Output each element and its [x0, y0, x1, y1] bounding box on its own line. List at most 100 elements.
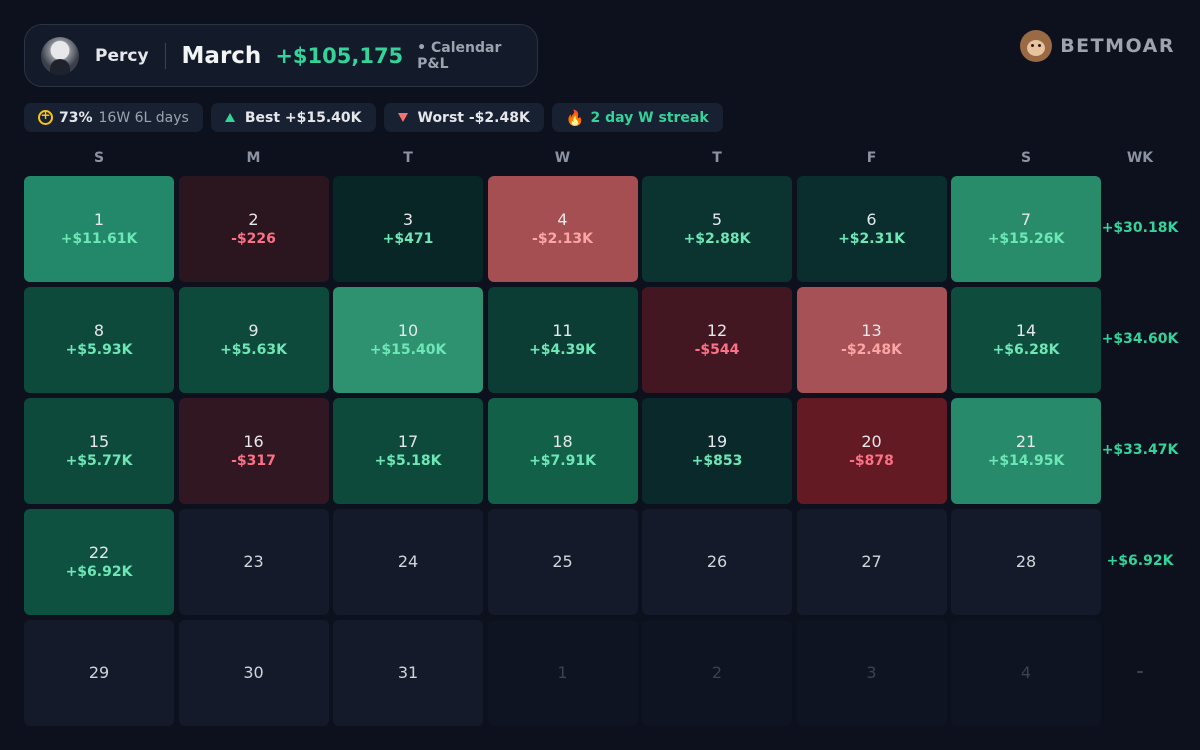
day-pnl: +$14.95K: [987, 453, 1065, 469]
calendar-day[interactable]: 5 +$2.88K: [642, 176, 792, 282]
day-pnl: +$853: [691, 453, 743, 469]
calendar-day[interactable]: 30: [178, 620, 329, 726]
calendar-day[interactable]: 25: [487, 509, 638, 615]
calendar-day[interactable]: 20 -$878: [796, 398, 947, 504]
fire-icon: 🔥: [565, 108, 585, 127]
day-pnl: +$15.40K: [369, 342, 447, 358]
day-number: 10: [397, 321, 419, 340]
day-pnl: +$2.31K: [838, 231, 905, 247]
calendar-day[interactable]: 11 +$4.39K: [487, 287, 638, 393]
calendar-day[interactable]: 8 +$5.93K: [24, 287, 174, 393]
day-number: 27: [861, 552, 882, 571]
calendar-day[interactable]: 4 -$2.13K: [487, 176, 638, 282]
streak-pill: 🔥 2 day W streak: [551, 103, 723, 132]
day-number: 15: [88, 432, 110, 451]
day-number: 1: [93, 210, 105, 229]
calendar-day[interactable]: 31: [333, 620, 483, 726]
triangle-up-icon: [224, 113, 235, 122]
calendar-day[interactable]: 3 +$471: [333, 176, 483, 282]
calendar-day[interactable]: 18 +$7.91K: [487, 398, 638, 504]
calendar-day[interactable]: 10 +$15.40K: [333, 287, 483, 393]
weekday-label: W: [554, 150, 571, 166]
coin-plus-icon: [38, 108, 53, 125]
day-number: 9: [248, 321, 259, 340]
week-total: +$30.18K: [1101, 220, 1179, 236]
day-pnl: +$471: [382, 231, 434, 247]
day-number: 28: [1015, 552, 1037, 571]
calendar-day[interactable]: 14 +$6.28K: [951, 287, 1101, 393]
weekday-label: M: [246, 150, 261, 166]
calendar-day[interactable]: 19 +$853: [642, 398, 792, 504]
day-pnl: -$2.48K: [841, 342, 902, 358]
day-pnl: -$317: [231, 453, 276, 469]
day-number: 20: [861, 432, 882, 451]
calendar-day[interactable]: 13 -$2.48K: [796, 287, 947, 393]
calendar-day[interactable]: 26: [642, 509, 792, 615]
day-pnl: +$5.18K: [374, 453, 442, 469]
day-number: 8: [93, 321, 105, 340]
triangle-down-icon: [397, 113, 408, 122]
day-number: 22: [88, 543, 110, 562]
day-number: 7: [1020, 210, 1032, 229]
day-number: 1: [557, 663, 568, 682]
calendar-day[interactable]: 9 +$5.63K: [178, 287, 329, 393]
day-number: 31: [397, 663, 419, 682]
day-number: 11: [552, 321, 573, 340]
user-name: Percy: [95, 45, 149, 66]
day-number: 4: [557, 210, 568, 229]
win-loss-record: 16W 6L days: [98, 109, 189, 126]
calendar-day[interactable]: 28: [951, 509, 1101, 615]
day-number: 13: [861, 321, 882, 340]
calendar-day[interactable]: 22 +$6.92K: [24, 509, 174, 615]
day-number: 3: [402, 210, 414, 229]
win-rate: 73%: [59, 109, 93, 126]
day-pnl: +$5.93K: [65, 342, 133, 358]
day-number: 2: [711, 663, 723, 682]
weekday-label: S: [93, 150, 105, 166]
day-number: 21: [1015, 432, 1037, 451]
day-number: 14: [1015, 321, 1037, 340]
page-subtitle: • Calendar P&L: [417, 39, 502, 72]
calendar-day[interactable]: 6 +$2.31K: [796, 176, 947, 282]
day-number: 3: [866, 663, 877, 682]
calendar-day[interactable]: 2 -$226: [178, 176, 329, 282]
day-pnl: +$4.39K: [529, 342, 596, 358]
weekday-label: F: [866, 150, 877, 166]
day-pnl: +$2.88K: [683, 231, 751, 247]
worst-day-pill: Worst -$2.48K: [383, 103, 544, 132]
month-total: +$105,175: [275, 43, 404, 68]
week-total: +$6.92K: [1106, 553, 1174, 569]
day-number: 4: [1020, 663, 1032, 682]
calendar-day-other-month: 4: [951, 620, 1101, 726]
header-divider: [164, 42, 166, 69]
calendar-day[interactable]: 27: [796, 509, 947, 615]
day-number: 6: [866, 210, 877, 229]
weekday-label: T: [712, 150, 722, 166]
weekday-label: S: [1020, 150, 1032, 166]
calendar-day[interactable]: 21 +$14.95K: [951, 398, 1101, 504]
calendar-day[interactable]: 29: [24, 620, 174, 726]
day-number: 16: [243, 432, 264, 451]
calendar-day-other-month: 2: [642, 620, 792, 726]
day-pnl: +$11.61K: [60, 231, 138, 247]
calendar-day[interactable]: 12 -$544: [642, 287, 792, 393]
day-pnl: -$226: [231, 231, 276, 247]
day-pnl: +$6.28K: [992, 342, 1060, 358]
day-number: 19: [706, 432, 728, 451]
day-number: 18: [552, 432, 573, 451]
calendar-day[interactable]: 15 +$5.77K: [24, 398, 174, 504]
avatar[interactable]: [41, 36, 79, 75]
day-number: 29: [88, 663, 110, 682]
calendar-day[interactable]: 17 +$5.18K: [333, 398, 483, 504]
week-total-header: WK: [1126, 150, 1154, 166]
calendar-day[interactable]: 24: [333, 509, 483, 615]
day-number: 30: [243, 663, 264, 682]
brand-name: BETMOAR: [1060, 35, 1175, 57]
calendar-day[interactable]: 7 +$15.26K: [951, 176, 1101, 282]
calendar-day[interactable]: 23: [178, 509, 329, 615]
day-number: 17: [397, 432, 419, 451]
week-total: –: [1136, 664, 1144, 680]
calendar-day[interactable]: 1 +$11.61K: [24, 176, 174, 282]
day-number: 23: [243, 552, 264, 571]
calendar-day[interactable]: 16 -$317: [178, 398, 329, 504]
